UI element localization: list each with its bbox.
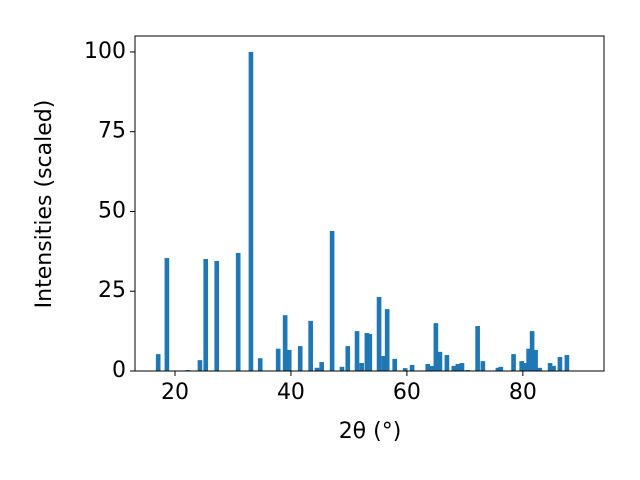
bar [329, 230, 335, 371]
bar [354, 331, 360, 371]
bar [564, 355, 570, 371]
bar [459, 363, 465, 371]
bar [286, 349, 292, 371]
bar [308, 320, 313, 371]
bar [444, 355, 450, 371]
bar [319, 362, 324, 371]
bar [522, 363, 527, 371]
bar [314, 367, 320, 371]
bar [498, 366, 504, 371]
bar [164, 258, 170, 371]
bar [511, 354, 516, 371]
bar [402, 368, 408, 371]
bar [235, 252, 241, 371]
bar [392, 358, 398, 371]
bar [282, 315, 288, 371]
bar [381, 356, 387, 371]
y-tick-label: 25 [98, 278, 126, 303]
plot-frame [134, 35, 605, 372]
bar [429, 365, 435, 371]
x-tick-label: 20 [161, 380, 189, 405]
bar [155, 354, 161, 371]
bar [526, 348, 531, 371]
y-axis-label: Intensities (scaled) [32, 100, 57, 309]
bar [384, 309, 390, 371]
y-tick-label: 75 [98, 119, 126, 144]
bar [557, 356, 563, 371]
bar [537, 367, 542, 371]
bar [376, 296, 382, 371]
bar [475, 326, 480, 371]
bar [367, 333, 373, 371]
y-tick-label: 50 [98, 198, 126, 223]
bar [455, 363, 461, 371]
bar [480, 361, 486, 371]
y-tick-label: 0 [112, 358, 126, 383]
bar [519, 361, 524, 371]
y-tick-label: 100 [84, 39, 126, 64]
bar [297, 346, 303, 371]
bar [197, 360, 203, 371]
bar [203, 259, 209, 371]
bar [425, 363, 431, 371]
bar [495, 367, 501, 371]
bar [433, 323, 439, 371]
bar [248, 51, 254, 371]
bar [533, 349, 538, 371]
bar [275, 348, 281, 371]
x-tick-label: 80 [509, 380, 537, 405]
bar [529, 331, 535, 371]
bar [339, 366, 345, 371]
x-tick-label: 40 [277, 380, 305, 405]
bar [437, 351, 443, 371]
bar [359, 363, 364, 371]
bar [257, 358, 263, 371]
bar [345, 346, 351, 371]
bar [364, 333, 370, 371]
bar [409, 364, 415, 371]
bar [547, 363, 553, 371]
x-axis-label: 2θ (°) [339, 419, 402, 444]
bar [214, 260, 220, 371]
bar [451, 365, 457, 371]
x-tick-label: 60 [393, 380, 421, 405]
bar [551, 365, 556, 371]
